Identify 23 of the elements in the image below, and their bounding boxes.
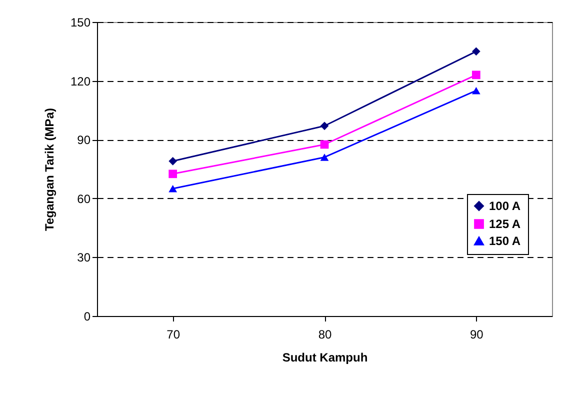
- point: [320, 122, 329, 130]
- point: [472, 47, 480, 56]
- y-tick-label: 150: [70, 16, 91, 30]
- y-tick-label: 30: [77, 250, 91, 265]
- point: [472, 70, 480, 80]
- y-tick-label: 60: [77, 192, 91, 206]
- y-tick-label: 90: [77, 133, 91, 148]
- y-axis-title: Tegangan Tarik (MPa): [42, 108, 56, 231]
- y-tick-label: 0: [84, 310, 91, 324]
- point: [168, 184, 178, 192]
- x-tick-label: 90: [470, 328, 484, 342]
- legend-label: 150 A: [489, 234, 521, 248]
- point: [472, 86, 480, 94]
- x-tick-label: 80: [318, 328, 332, 342]
- y-tick-label: 120: [70, 74, 91, 88]
- x-axis-title: Sudut Kampuh: [282, 350, 368, 364]
- legend-label: 125 A: [489, 217, 521, 231]
- point: [320, 140, 329, 149]
- point: [168, 170, 178, 178]
- point: [320, 154, 329, 161]
- point: [168, 156, 178, 166]
- x-tick-label: 70: [166, 328, 180, 342]
- legend-label: 100 A: [489, 199, 521, 213]
